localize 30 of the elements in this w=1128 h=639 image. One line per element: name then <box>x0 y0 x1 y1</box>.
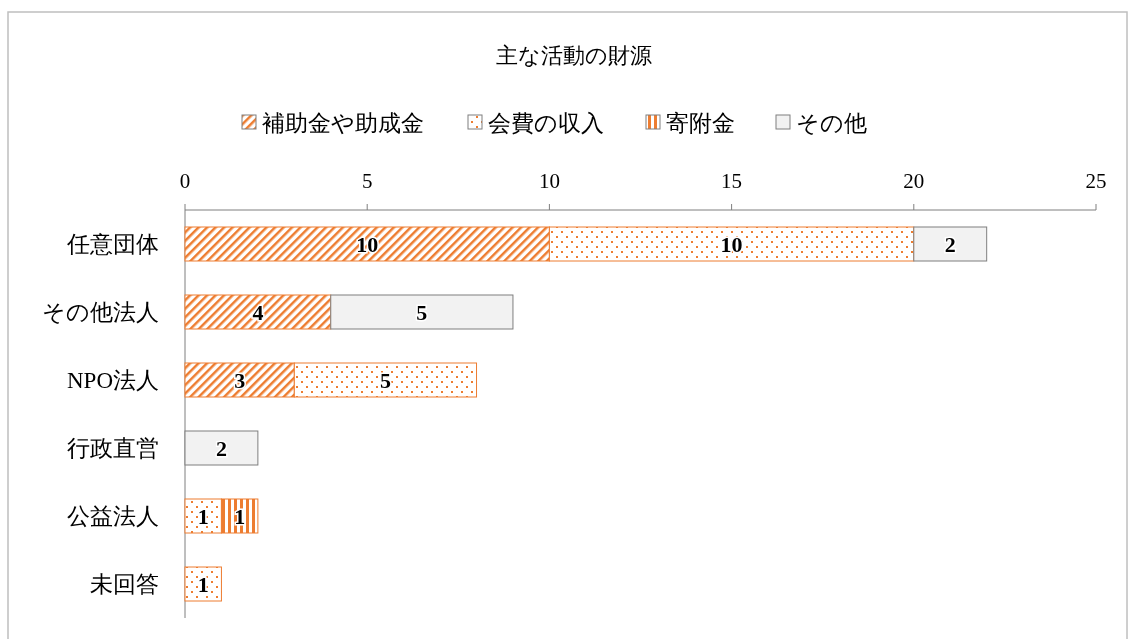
legend-label: 会費の収入 <box>488 111 604 136</box>
bar <box>184 294 332 330</box>
bar <box>913 226 988 262</box>
data-label: 5 <box>379 368 391 393</box>
y-tick-label: 公益法人 <box>67 504 159 529</box>
y-tick-label: その他法人 <box>42 300 159 325</box>
x-tick-label: 15 <box>721 169 743 193</box>
legend-label: その他 <box>796 111 867 136</box>
y-tick-label: 任意団体 <box>66 232 159 257</box>
data-label: 2 <box>215 436 227 461</box>
x-tick-label: 20 <box>903 169 925 193</box>
x-tick-label: 0 <box>179 169 191 193</box>
data-label: 1 <box>197 572 209 597</box>
bar <box>184 566 222 602</box>
data-label: 1 <box>197 504 209 529</box>
x-tick-label: 10 <box>538 169 560 193</box>
bar <box>330 294 514 330</box>
y-tick-label: NPO法人 <box>66 368 159 393</box>
data-label: 1 <box>234 504 246 529</box>
x-tick-label: 25 <box>1085 169 1107 193</box>
data-label: 2 <box>944 232 956 257</box>
y-tick-label: 行政直営 <box>67 436 159 461</box>
legend-label: 寄附金 <box>666 111 735 136</box>
data-label: 10 <box>720 232 743 257</box>
x-tick-label: 5 <box>361 169 373 193</box>
y-tick-label: 未回答 <box>90 572 159 597</box>
legend-label: 補助金や助成金 <box>262 111 424 136</box>
chart-title: 主な活動の財源 <box>496 43 652 68</box>
data-label: 5 <box>416 300 428 325</box>
data-label: 4 <box>252 300 264 325</box>
